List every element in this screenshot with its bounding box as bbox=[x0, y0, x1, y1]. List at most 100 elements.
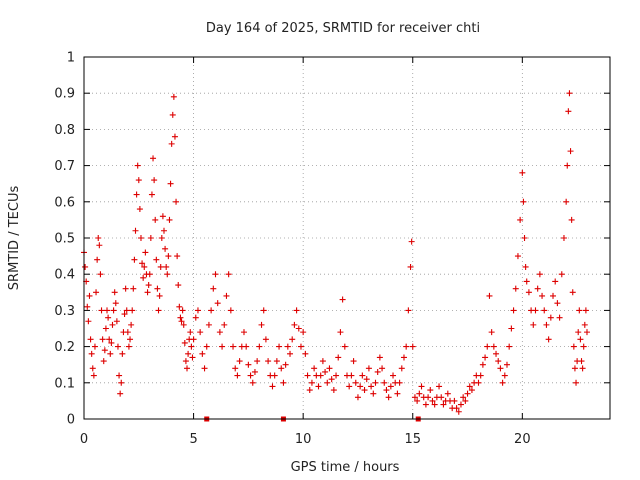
data-point bbox=[368, 383, 375, 390]
y-axis-label: SRMTID / TECUs bbox=[7, 186, 22, 291]
data-point bbox=[262, 336, 269, 343]
data-point bbox=[543, 321, 550, 328]
data-point bbox=[106, 336, 113, 343]
y-tick-label: 0.2 bbox=[54, 340, 75, 355]
data-point bbox=[436, 383, 443, 390]
data-point bbox=[102, 325, 109, 332]
data-point bbox=[291, 321, 298, 328]
data-point bbox=[381, 379, 388, 386]
data-point bbox=[132, 227, 139, 234]
x-tick-label: 5 bbox=[189, 432, 197, 447]
data-point bbox=[100, 358, 107, 365]
data-point bbox=[208, 307, 215, 314]
y-tick-label: 0.8 bbox=[54, 123, 75, 138]
data-point bbox=[519, 169, 526, 176]
data-point bbox=[335, 354, 342, 361]
data-point bbox=[168, 140, 175, 147]
data-point bbox=[176, 303, 183, 310]
data-point bbox=[134, 162, 141, 169]
data-point bbox=[569, 289, 576, 296]
data-point bbox=[210, 285, 217, 292]
data-point bbox=[440, 401, 447, 408]
data-point bbox=[503, 361, 510, 368]
data-point bbox=[219, 343, 226, 350]
data-point bbox=[152, 216, 159, 223]
data-point bbox=[139, 260, 146, 267]
data-point bbox=[466, 383, 473, 390]
data-point bbox=[214, 300, 221, 307]
data-point bbox=[306, 387, 313, 394]
data-point bbox=[361, 387, 368, 394]
data-point bbox=[284, 343, 291, 350]
data-point bbox=[339, 296, 346, 303]
data-point bbox=[438, 394, 445, 401]
data-point bbox=[488, 329, 495, 336]
data-point bbox=[308, 379, 315, 386]
data-point bbox=[188, 343, 195, 350]
data-point bbox=[295, 325, 302, 332]
data-point bbox=[98, 307, 105, 314]
data-point bbox=[403, 343, 410, 350]
data-point bbox=[227, 307, 234, 314]
data-point bbox=[269, 383, 276, 390]
y-tick-label: 0.4 bbox=[54, 268, 75, 283]
data-point bbox=[319, 358, 326, 365]
data-point bbox=[144, 289, 151, 296]
data-point bbox=[501, 372, 508, 379]
data-point bbox=[532, 307, 539, 314]
data-point bbox=[541, 307, 548, 314]
data-point bbox=[158, 235, 165, 241]
data-point bbox=[579, 365, 586, 372]
data-point bbox=[315, 383, 322, 390]
data-point bbox=[407, 263, 414, 270]
data-point bbox=[230, 343, 237, 350]
data-point bbox=[142, 249, 149, 256]
data-point bbox=[477, 372, 484, 379]
data-point bbox=[197, 329, 204, 336]
data-point bbox=[221, 321, 228, 328]
data-point bbox=[203, 343, 210, 350]
data-point bbox=[170, 93, 177, 100]
data-point bbox=[289, 336, 296, 343]
y-tick-label: 0.7 bbox=[54, 159, 75, 174]
data-point bbox=[159, 213, 166, 220]
data-point bbox=[552, 278, 559, 285]
data-point bbox=[394, 390, 401, 397]
data-point bbox=[185, 350, 192, 357]
data-point bbox=[304, 372, 311, 379]
data-point bbox=[506, 343, 513, 350]
data-point bbox=[157, 263, 164, 270]
x-tick-label: 0 bbox=[80, 432, 88, 447]
data-point bbox=[354, 394, 361, 401]
data-point bbox=[135, 177, 142, 184]
data-point bbox=[550, 292, 557, 299]
data-point bbox=[545, 336, 552, 343]
data-point bbox=[167, 180, 174, 187]
y-tick-label: 0 bbox=[67, 413, 75, 428]
data-point bbox=[560, 235, 567, 241]
data-point bbox=[462, 397, 469, 404]
data-point bbox=[173, 198, 180, 205]
data-point bbox=[333, 372, 340, 379]
data-point bbox=[89, 365, 96, 372]
data-point bbox=[110, 307, 117, 314]
data-point bbox=[260, 307, 267, 314]
data-point bbox=[359, 372, 366, 379]
data-point bbox=[271, 372, 278, 379]
data-point bbox=[162, 245, 169, 252]
y-tick-label: 1 bbox=[67, 51, 75, 66]
data-point bbox=[189, 354, 196, 361]
data-point bbox=[429, 397, 436, 404]
data-point bbox=[567, 148, 574, 155]
data-point bbox=[280, 379, 287, 386]
data-point bbox=[539, 292, 546, 299]
data-point bbox=[578, 358, 585, 365]
data-point bbox=[278, 365, 285, 372]
data-point bbox=[114, 343, 121, 350]
data-point bbox=[475, 379, 482, 386]
data-point bbox=[508, 325, 515, 332]
data-point bbox=[171, 133, 178, 140]
data-point bbox=[330, 387, 337, 394]
data-point bbox=[124, 329, 131, 336]
data-point bbox=[160, 227, 167, 234]
